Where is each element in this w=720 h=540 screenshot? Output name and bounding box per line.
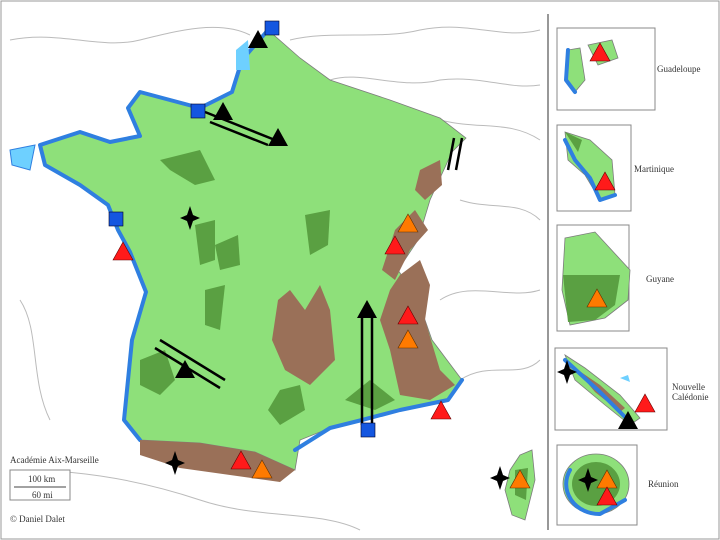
martinique-panel: Martinique [556, 124, 674, 212]
scale-box [9, 469, 71, 501]
nouvelle-caledonie-panel: Nouvelle Calédonie [554, 347, 709, 431]
coastline-south [293, 378, 464, 452]
neighbour-borders [9, 26, 541, 531]
attribution: Académie Aix-Marseille [10, 455, 99, 465]
guadeloupe-panel: Guadeloupe [556, 27, 700, 111]
label-guadeloupe: Guadeloupe [657, 64, 700, 74]
label-guyane: Guyane [646, 274, 674, 284]
reunion-panel: Réunion [556, 444, 679, 526]
credit: © Daniel Dalet [10, 514, 65, 524]
strait [236, 40, 250, 70]
scale-mi: 60 mi [32, 490, 53, 500]
label-reunion: Réunion [648, 479, 679, 489]
relief [140, 150, 455, 482]
symbols [108, 20, 531, 490]
channel-island [9, 144, 36, 171]
scale-km: 100 km [28, 474, 55, 484]
label-nouvelle: Nouvelle [672, 382, 705, 392]
label-caledonie: Calédonie [672, 392, 709, 402]
label-martinique: Martinique [634, 164, 674, 174]
guyane-panel: Guyane [556, 224, 674, 332]
